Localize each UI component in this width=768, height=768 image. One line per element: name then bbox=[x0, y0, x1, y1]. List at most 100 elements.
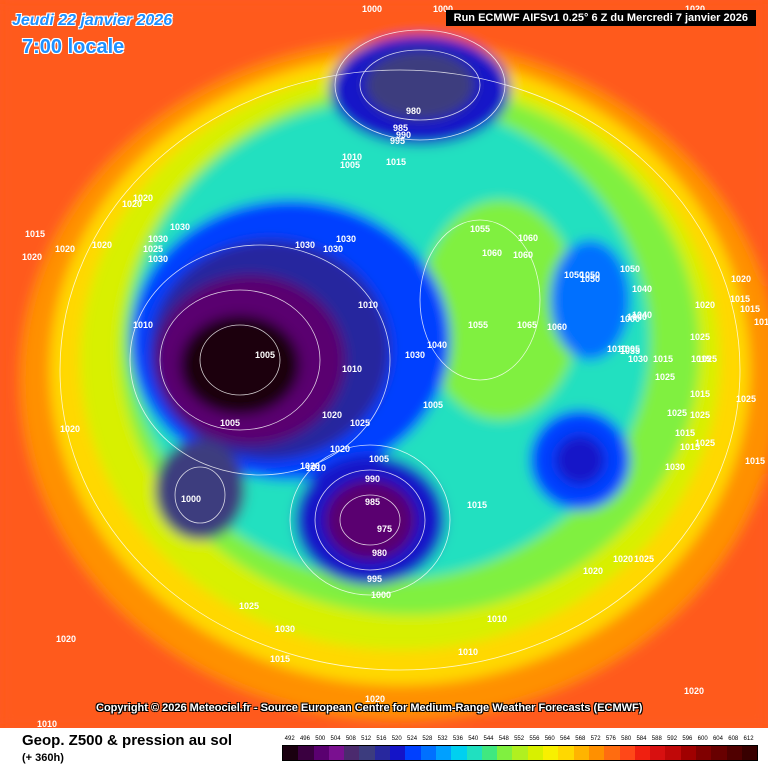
isobar-label: 1020 bbox=[613, 554, 633, 564]
isobar-label: 1010 bbox=[607, 344, 627, 354]
isobar-label: 1015 bbox=[691, 354, 711, 364]
isobar-label: 1020 bbox=[60, 424, 80, 434]
scale-swatch bbox=[726, 746, 742, 760]
isobar-label: 1050 bbox=[620, 264, 640, 274]
isobar-label: 1025 bbox=[690, 332, 710, 342]
scale-value: 560 bbox=[544, 736, 555, 742]
isobar-label: 1000 bbox=[620, 314, 640, 324]
isobar-label: 1005 bbox=[369, 454, 389, 464]
isobar-label: 1005 bbox=[340, 160, 360, 170]
isobar-label: 1020 bbox=[133, 193, 153, 203]
isobar-label: 1020 bbox=[330, 444, 350, 454]
scale-value: 536 bbox=[452, 736, 463, 742]
isobar-label: 1035 bbox=[620, 346, 640, 356]
isobar-label: 1020 bbox=[300, 461, 320, 471]
scale-value: 564 bbox=[559, 736, 570, 742]
legend-title: Geop. Z500 & pression au sol bbox=[22, 732, 233, 749]
scale-swatch bbox=[696, 746, 712, 760]
scale-swatch bbox=[527, 746, 544, 760]
scale-value: 592 bbox=[667, 736, 678, 742]
scale-swatch bbox=[344, 746, 360, 760]
scale-value: 568 bbox=[575, 736, 586, 742]
isobar-label: 1020 bbox=[122, 199, 142, 209]
isobar-label: 1010 bbox=[342, 364, 362, 374]
legend-subtitle: (+ 360h) bbox=[22, 752, 64, 764]
isobar-label: 990 bbox=[396, 130, 411, 140]
isobar-label: 1040 bbox=[632, 284, 652, 294]
scale-swatch bbox=[558, 746, 574, 760]
isobar-label: 1040 bbox=[427, 340, 447, 350]
scale-value: 532 bbox=[437, 736, 448, 742]
isobar-label: 1020 bbox=[92, 240, 112, 250]
scale-swatch bbox=[451, 746, 467, 760]
scale-swatch bbox=[665, 746, 681, 760]
isobar-label: 1030 bbox=[628, 354, 648, 364]
isobar-label: 1005 bbox=[220, 418, 240, 428]
isobar-label: 1020 bbox=[695, 300, 715, 310]
scale-value: 516 bbox=[376, 736, 387, 742]
isobar-label: 1020 bbox=[22, 252, 42, 262]
z500-shading bbox=[0, 0, 768, 728]
isobar-label: 1015 bbox=[745, 456, 765, 466]
isobar-label: 990 bbox=[365, 474, 380, 484]
copyright-notice: Copyright © 2026 Meteociel.fr - Source E… bbox=[96, 702, 643, 714]
scale-value: 528 bbox=[422, 736, 433, 742]
isobar-label: 1030 bbox=[665, 462, 685, 472]
scale-swatch bbox=[619, 746, 635, 760]
isobar-label: 1010 bbox=[37, 719, 57, 728]
isobar-label: 1010 bbox=[306, 463, 326, 473]
isobar-label: 1025 bbox=[667, 408, 687, 418]
scale-value: 576 bbox=[605, 736, 616, 742]
forecast-date: Jeudi 22 janvier 2026 bbox=[12, 12, 173, 29]
scale-value: 496 bbox=[299, 736, 310, 742]
scale-value: 520 bbox=[391, 736, 402, 742]
scale-value: 500 bbox=[315, 736, 326, 742]
isobar-label: 1000 bbox=[433, 4, 453, 14]
isobar-label: 1025 bbox=[350, 418, 370, 428]
isobar-label: 1030 bbox=[405, 350, 425, 360]
isobar-label: 985 bbox=[365, 497, 380, 507]
scale-value: 596 bbox=[682, 736, 693, 742]
run-info-banner: Run ECMWF AIFSv1 0.25° 6 Z du Mercredi 7… bbox=[445, 10, 756, 26]
isobar-label: 995 bbox=[390, 136, 405, 146]
isobar-label: 1065 bbox=[517, 320, 537, 330]
scale-swatch bbox=[466, 746, 482, 760]
scale-swatch bbox=[497, 746, 513, 760]
isobar-label: 1025 bbox=[690, 410, 710, 420]
isobar-label: 980 bbox=[372, 548, 387, 558]
isobar-label: 1030 bbox=[295, 240, 315, 250]
isobar-label: 1025 bbox=[697, 354, 717, 364]
scale-swatch bbox=[283, 746, 299, 760]
scale-value: 552 bbox=[514, 736, 525, 742]
scale-value: 612 bbox=[743, 736, 754, 742]
isobar-label: 1000 bbox=[362, 4, 382, 14]
forecast-time: 7:00 locale bbox=[22, 36, 125, 58]
scale-swatch bbox=[390, 746, 406, 760]
isobar-label: 1020 bbox=[684, 686, 704, 696]
scale-swatch bbox=[313, 746, 329, 760]
isobar-label: 1000 bbox=[371, 590, 391, 600]
isobar-label: 1025 bbox=[695, 438, 715, 448]
isobar-label: 1015 bbox=[270, 654, 290, 664]
isobar-label: 1020 bbox=[583, 566, 603, 576]
scale-swatch bbox=[374, 746, 391, 760]
scale-swatch bbox=[680, 746, 697, 760]
isobar-label: 1010 bbox=[342, 152, 362, 162]
isobar-label: 1060 bbox=[518, 233, 538, 243]
isobar-label: 1010 bbox=[754, 317, 768, 327]
isobar-label: 1000 bbox=[181, 494, 201, 504]
isobar-label: 1030 bbox=[323, 244, 343, 254]
scale-value: 608 bbox=[728, 736, 739, 742]
isobar-label: 1015 bbox=[653, 354, 673, 364]
isobar-label: 1030 bbox=[148, 254, 168, 264]
isobar-label: 1050 bbox=[564, 270, 584, 280]
scale-value: 524 bbox=[407, 736, 418, 742]
scale-value: 556 bbox=[529, 736, 540, 742]
isobar-label: 1015 bbox=[386, 157, 406, 167]
isobar-label: 1020 bbox=[55, 244, 75, 254]
isobar-label: 1040 bbox=[632, 310, 652, 320]
scale-swatch bbox=[298, 746, 314, 760]
isobar-label: 975 bbox=[377, 524, 392, 534]
scale-swatch bbox=[405, 746, 421, 760]
